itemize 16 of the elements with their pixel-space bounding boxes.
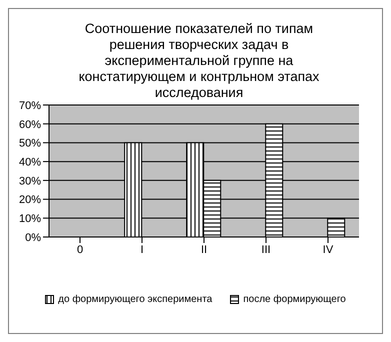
y-tick-label: 20% — [18, 194, 42, 206]
x-tick-label: I — [140, 244, 144, 256]
y-tick-label: 40% — [18, 156, 42, 168]
y-tick-label: 60% — [18, 118, 42, 131]
y-tick-label: 0% — [25, 232, 42, 244]
legend-label: после формирующего — [243, 294, 346, 305]
x-tick-label: IV — [322, 244, 334, 256]
x-tick-label: II — [200, 244, 208, 256]
y-tick-label: 70% — [18, 100, 42, 112]
x-tick-label: 0 — [76, 244, 84, 256]
x-tick-label: III — [261, 244, 271, 256]
legend-label: до формирующего эксперимента — [58, 294, 212, 305]
y-tick-label: 10% — [18, 213, 42, 226]
y-tick-label: 30% — [18, 175, 42, 188]
y-tick-label: 50% — [18, 138, 42, 150]
chart-title: Соотношение показателей по типам решения творческих задач в экспериментальной группе на констатирующем и контрльном этапах исследования — [78, 21, 320, 101]
